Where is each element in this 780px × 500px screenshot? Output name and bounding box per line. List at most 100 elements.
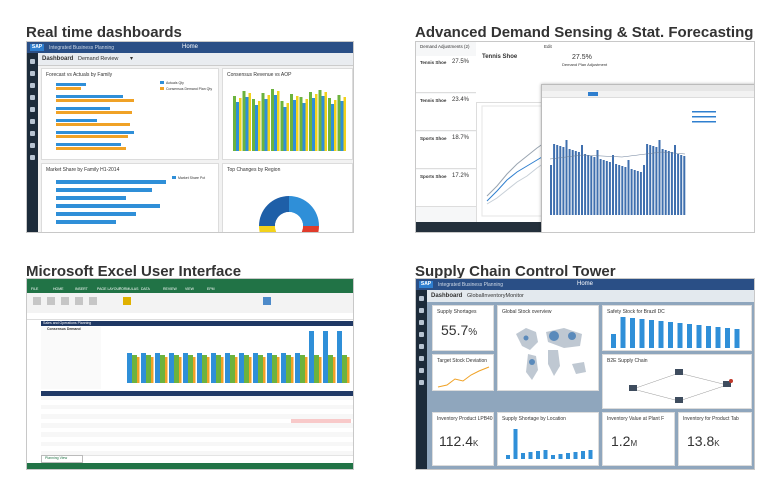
donut-segment[interactable] xyxy=(289,226,319,233)
chart-bar[interactable] xyxy=(202,355,207,383)
chart-bar[interactable] xyxy=(283,107,287,151)
chart-bar[interactable] xyxy=(56,111,132,114)
chart-bar[interactable] xyxy=(160,355,165,383)
chart-bar[interactable] xyxy=(245,97,249,151)
chart-bar[interactable] xyxy=(543,450,548,459)
chart-bar[interactable] xyxy=(577,152,580,215)
chart-bar[interactable] xyxy=(677,154,680,215)
chart-bar[interactable] xyxy=(670,152,673,215)
chart-bar[interactable] xyxy=(323,331,328,383)
forecast-window[interactable] xyxy=(541,84,754,232)
chart-bar[interactable] xyxy=(608,162,611,215)
chart-bar[interactable] xyxy=(536,451,540,459)
chart-bar[interactable] xyxy=(615,164,618,215)
chart-bar[interactable] xyxy=(581,145,583,215)
chart-bar[interactable] xyxy=(587,155,590,215)
chart-bar[interactable] xyxy=(305,99,309,151)
donut-segment[interactable] xyxy=(259,196,289,226)
chart-bar[interactable] xyxy=(328,98,331,151)
chart-bar[interactable] xyxy=(602,160,605,215)
chart-bar[interactable] xyxy=(513,429,518,459)
chart-bar[interactable] xyxy=(221,357,224,383)
inventory-product-card[interactable]: Inventory for Product Tab 13.8K xyxy=(678,412,752,466)
chart-bar[interactable] xyxy=(179,357,182,383)
chart-bar[interactable] xyxy=(188,355,193,383)
chart-bar[interactable] xyxy=(658,321,664,348)
calendar-icon[interactable] xyxy=(30,119,35,124)
chart-bar[interactable] xyxy=(235,357,238,383)
chart-bar[interactable] xyxy=(286,355,291,383)
chart-bar[interactable] xyxy=(573,452,578,459)
chart-bar[interactable] xyxy=(56,87,81,90)
search-icon[interactable] xyxy=(419,380,424,385)
market-share-card[interactable]: Market Share by Family H1-2014 Market Sh… xyxy=(41,163,219,232)
chart-bar[interactable] xyxy=(668,322,673,348)
chart-bar[interactable] xyxy=(562,147,565,215)
top-changes-card[interactable]: Top Changes by Region xyxy=(222,163,353,233)
chart-bar[interactable] xyxy=(233,96,236,151)
chart-bar[interactable] xyxy=(636,171,639,215)
chart-bar[interactable] xyxy=(211,353,216,383)
chart-bar[interactable] xyxy=(309,331,314,383)
chart-bar[interactable] xyxy=(252,99,255,151)
chart-bar[interactable] xyxy=(667,151,670,215)
user-icon[interactable] xyxy=(30,95,35,100)
view-selector[interactable]: Demand Review xyxy=(78,56,119,62)
chart-bar[interactable] xyxy=(337,95,341,151)
chart-bar[interactable] xyxy=(239,98,242,151)
truck-icon[interactable] xyxy=(675,369,683,375)
chart-bar[interactable] xyxy=(596,150,599,215)
map-bubble[interactable] xyxy=(549,331,559,341)
chart-bar[interactable] xyxy=(290,94,293,151)
chart-bar[interactable] xyxy=(305,357,308,383)
chart-bar[interactable] xyxy=(337,331,342,383)
chart-bar[interactable] xyxy=(715,327,721,348)
chart-bar[interactable] xyxy=(319,357,322,383)
menu-item[interactable]: VIEW xyxy=(185,287,194,291)
ribbon-icon[interactable] xyxy=(123,297,131,305)
chart-bar[interactable] xyxy=(725,328,730,348)
chart-bar[interactable] xyxy=(333,357,336,383)
donut-segment[interactable] xyxy=(259,226,289,233)
chart-bar[interactable] xyxy=(314,355,319,383)
chart-bar[interactable] xyxy=(56,212,136,216)
map-bubble[interactable] xyxy=(568,332,576,340)
formula-bar[interactable] xyxy=(27,313,353,320)
chart-bar[interactable] xyxy=(193,357,196,383)
chart-bar[interactable] xyxy=(618,165,621,215)
ribbon-icon[interactable] xyxy=(61,297,69,305)
chart-bar[interactable] xyxy=(581,451,585,459)
donut-segment[interactable] xyxy=(289,196,319,226)
chart-bar[interactable] xyxy=(271,89,274,151)
document-icon[interactable] xyxy=(30,131,35,136)
chart-bar[interactable] xyxy=(639,172,642,215)
map-bubble[interactable] xyxy=(523,335,529,341)
chart-bar[interactable] xyxy=(56,204,160,208)
chart-bar[interactable] xyxy=(242,91,246,151)
chart-bar[interactable] xyxy=(281,353,286,383)
ribbon-icon[interactable] xyxy=(47,297,55,305)
chart-bar[interactable] xyxy=(230,355,235,383)
truck-icon[interactable] xyxy=(723,381,731,387)
chart-bar[interactable] xyxy=(568,149,571,215)
chart-bar[interactable] xyxy=(347,357,350,383)
chart-bar[interactable] xyxy=(677,323,683,348)
user-icon[interactable] xyxy=(419,332,424,337)
chart-bar[interactable] xyxy=(633,170,636,215)
chart-bar[interactable] xyxy=(56,188,152,192)
chart-bar[interactable] xyxy=(706,326,711,348)
chart-bar[interactable] xyxy=(183,353,188,383)
chart-bar[interactable] xyxy=(239,353,244,383)
settings-icon[interactable] xyxy=(30,83,35,88)
chart-bar[interactable] xyxy=(571,150,574,215)
chart-bar[interactable] xyxy=(277,91,280,151)
chart-bar[interactable] xyxy=(264,99,268,151)
chart-bar[interactable] xyxy=(263,357,266,383)
chart-bar[interactable] xyxy=(315,94,318,151)
global-stock-card[interactable]: Global Stock overview xyxy=(497,305,599,391)
alert-icon[interactable] xyxy=(419,344,424,349)
chart-bar[interactable] xyxy=(627,160,630,215)
menu-item[interactable]: FORMULAS xyxy=(119,287,139,291)
chart-bar[interactable] xyxy=(331,104,334,151)
chart-bar[interactable] xyxy=(258,355,263,383)
